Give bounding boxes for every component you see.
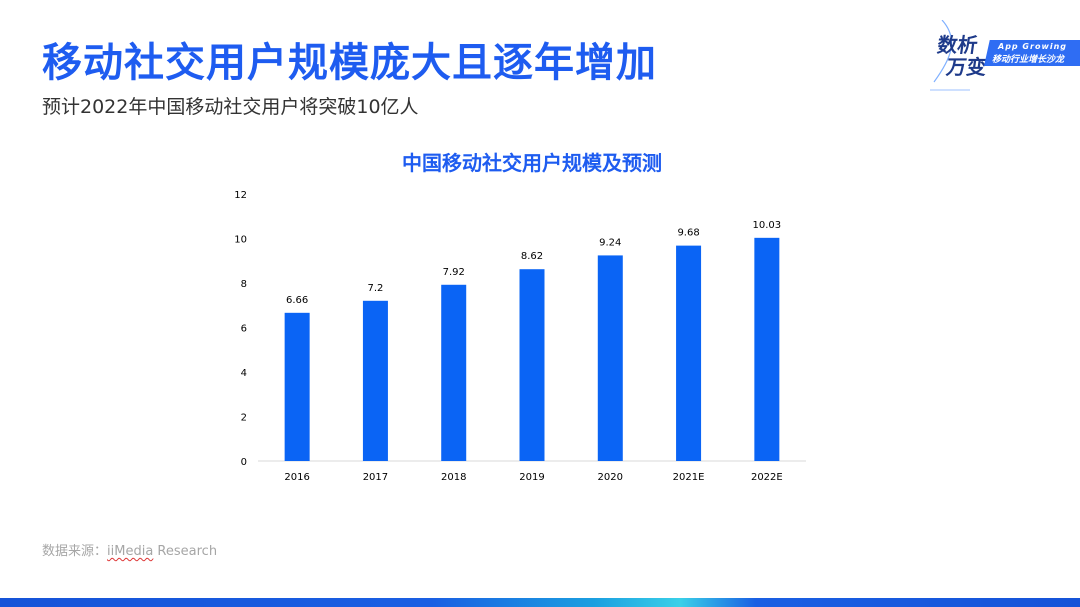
data-label: 7.92 <box>443 267 465 278</box>
x-tick-label: 2022E <box>751 472 783 483</box>
y-tick-label: 12 <box>234 190 247 201</box>
data-label: 7.2 <box>367 283 383 294</box>
app-growing-logo: 数析 万变 App Growing 移动行业增长沙龙 <box>930 20 1080 98</box>
y-tick-label: 2 <box>241 413 247 424</box>
source-label: 数据来源： <box>42 544 108 559</box>
logo-banner: App Growing 移动行业增长沙龙 <box>984 40 1080 66</box>
bottom-accent-bar <box>0 598 1080 607</box>
chart-title: 中国移动社交用户规模及预测 <box>402 151 662 175</box>
source-rest: Research <box>153 544 218 559</box>
x-tick-label: 2019 <box>519 472 544 483</box>
x-tick-label: 2020 <box>598 472 623 483</box>
bar <box>597 255 623 461</box>
bar <box>441 284 467 461</box>
bar <box>362 300 388 461</box>
data-label: 8.62 <box>521 251 543 262</box>
page-subtitle: 预计2022年中国移动社交用户将突破10亿人 <box>42 96 419 118</box>
y-tick-label: 0 <box>241 457 247 468</box>
y-tick-label: 6 <box>241 324 247 335</box>
x-tick-label: 2021E <box>673 472 705 483</box>
bar <box>284 312 310 461</box>
bar <box>754 237 780 461</box>
logo-cn-text: 移动行业增长沙龙 <box>992 55 1065 65</box>
page-title: 移动社交用户规模庞大且逐年增加 <box>42 40 657 86</box>
bar-chart: 中国移动社交用户规模及预测 0 2 4 6 8 10 12 6.66 2016 7.2 2017 7.9… <box>234 151 806 483</box>
source-note: 数据来源：iiMedia Research <box>42 540 217 559</box>
x-tick-label: 2016 <box>284 472 309 483</box>
bar <box>676 245 702 461</box>
source-ref: iiMedia <box>107 544 154 559</box>
x-tick-label: 2017 <box>363 472 388 483</box>
x-tick-label: 2018 <box>441 472 466 483</box>
y-tick-label: 10 <box>234 235 247 246</box>
logo-en-text: App Growing <box>998 42 1067 51</box>
logo-swoosh-icon <box>930 20 970 91</box>
data-label: 6.66 <box>286 295 308 306</box>
data-label: 9.24 <box>599 237 621 248</box>
bar <box>519 269 545 461</box>
data-label: 10.03 <box>753 220 782 231</box>
y-tick-label: 8 <box>241 279 247 290</box>
y-tick-label: 4 <box>241 368 247 379</box>
data-label: 9.68 <box>677 228 699 239</box>
